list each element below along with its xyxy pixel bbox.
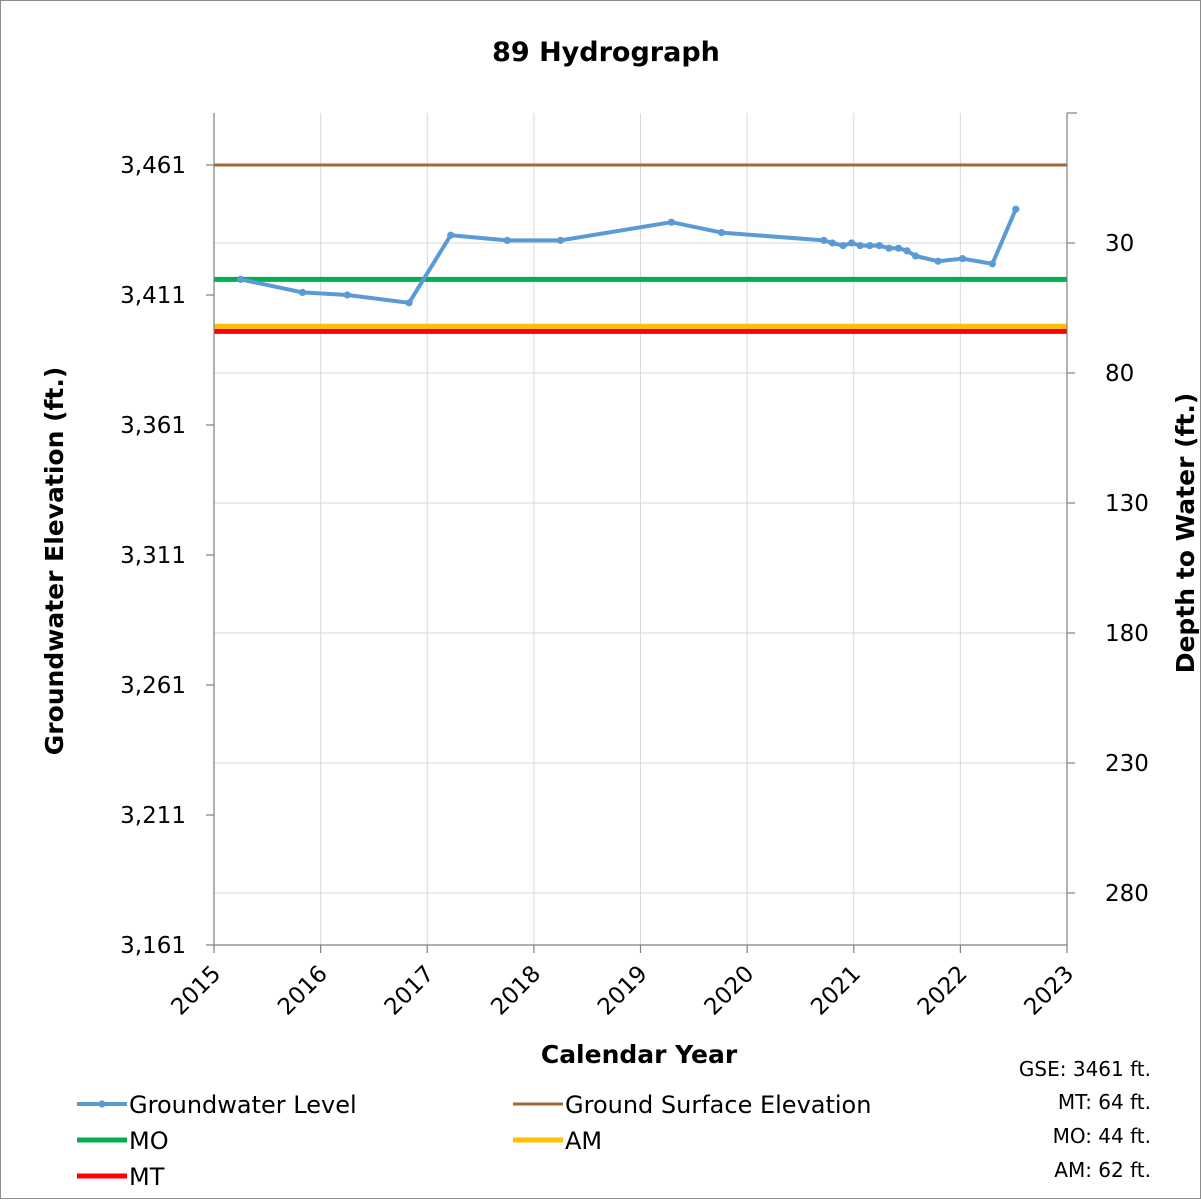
y-tick-label: 3,411 <box>120 283 186 309</box>
groundwater-level-point <box>885 244 893 252</box>
threshold-annotation: MT: 64 ft. <box>1058 1090 1151 1114</box>
groundwater-level-point <box>934 257 942 265</box>
y-tick-label: 3,311 <box>120 543 186 569</box>
tick-labels: 3,161 3,211 3,261 3,311 3,361 3,411 3,461 30 80 1… <box>120 153 1149 1021</box>
groundwater-level-point <box>447 231 455 239</box>
x-tick-label: 2018 <box>486 961 546 1021</box>
groundwater-level-point <box>237 275 245 283</box>
x-axis-title: Calendar Year <box>541 1040 738 1069</box>
groundwater-level-point <box>343 291 351 299</box>
y2-tick-label: 80 <box>1105 361 1134 387</box>
groundwater-level-point <box>828 239 837 247</box>
y2-tick-label: 180 <box>1105 621 1149 647</box>
threshold-info: GSE: 3461 ft. MT: 64 ft. MO: 44 ft. AM: 62 … <box>1019 1057 1151 1182</box>
groundwater-level-point <box>556 236 565 244</box>
legend-am-label: AM <box>565 1127 602 1155</box>
chart-title: 89 Hydrograph <box>492 37 720 68</box>
y-tick-label: 3,361 <box>120 413 186 439</box>
groundwater-level-line <box>240 208 1018 305</box>
y2-tick-label: 280 <box>1105 881 1149 907</box>
groundwater-level-series <box>237 205 1020 307</box>
groundwater-level-point <box>911 252 920 260</box>
groundwater-level-point <box>848 239 856 247</box>
groundwater-level-point <box>298 288 307 296</box>
groundwater-level-point <box>875 242 883 250</box>
groundwater-level-point <box>894 244 903 252</box>
groundwater-level-point <box>820 236 828 244</box>
legend-mo-label: MO <box>129 1127 169 1155</box>
y2-tick-label: 30 <box>1105 231 1134 257</box>
y-tick-label: 3,261 <box>120 673 186 699</box>
gridlines <box>214 113 1068 945</box>
groundwater-level-point <box>839 242 847 250</box>
x-tick-label: 2017 <box>380 961 440 1021</box>
y2-axis-title: Depth to Water (ft.) <box>1171 393 1200 674</box>
legend: Groundwater Level Ground Surface Elevatio… <box>77 1091 871 1191</box>
groundwater-level-point <box>856 242 864 250</box>
y-axis-title: Groundwater Elevation (ft.) <box>40 367 69 756</box>
y2-tick-label: 230 <box>1105 751 1149 777</box>
groundwater-level-point <box>866 242 874 250</box>
x-tick-label: 2019 <box>593 961 653 1021</box>
x-tick-label: 2016 <box>273 961 333 1021</box>
legend-groundwater-level-marker <box>98 1100 106 1108</box>
groundwater-level-point <box>903 247 911 255</box>
groundwater-level-point <box>405 299 413 307</box>
groundwater-level-point <box>667 218 676 226</box>
groundwater-level-point <box>717 229 726 237</box>
x-tick-label: 2023 <box>1019 961 1079 1021</box>
y-tick-label: 3,211 <box>120 803 186 829</box>
y-tick-label: 3,461 <box>120 153 186 179</box>
threshold-annotation: GSE: 3461 ft. <box>1019 1057 1151 1081</box>
groundwater-level-point <box>1012 205 1020 213</box>
groundwater-level-point <box>503 236 511 244</box>
x-tick-label: 2021 <box>806 961 866 1021</box>
y-tick-label: 3,161 <box>120 933 186 959</box>
threshold-annotation: MO: 44 ft. <box>1053 1124 1151 1148</box>
threshold-annotation: AM: 62 ft. <box>1054 1158 1151 1182</box>
groundwater-level-point <box>988 260 996 268</box>
x-tick-label: 2020 <box>700 961 760 1021</box>
x-tick-label: 2015 <box>166 961 226 1021</box>
x-tick-label: 2022 <box>913 961 973 1021</box>
legend-groundwater-level-label: Groundwater Level <box>129 1091 357 1119</box>
reference-lines <box>214 163 1067 334</box>
axes <box>206 112 1077 953</box>
legend-ground-surface-elevation-label: Ground Surface Elevation <box>565 1091 871 1119</box>
legend-mt-label: MT <box>129 1163 165 1191</box>
groundwater-level-point <box>958 255 967 263</box>
y2-tick-label: 130 <box>1105 491 1149 517</box>
